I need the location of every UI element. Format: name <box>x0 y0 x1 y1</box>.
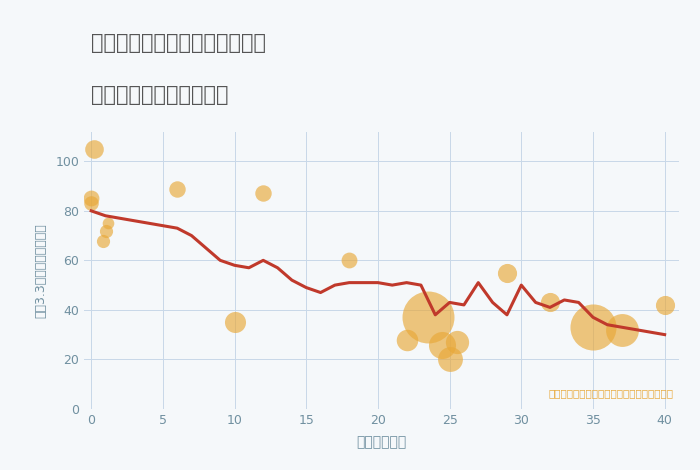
X-axis label: 築年数（年）: 築年数（年） <box>356 435 407 449</box>
Point <box>659 301 671 309</box>
Point <box>172 185 183 192</box>
Text: 築年数別中古戸建て価格: 築年数別中古戸建て価格 <box>91 85 228 105</box>
Point <box>103 219 114 227</box>
Point <box>444 356 455 363</box>
Point <box>501 269 512 276</box>
Text: 円の大きさは、取引のあった物件面積を示す: 円の大きさは、取引のあった物件面積を示す <box>548 388 673 398</box>
Point <box>97 237 108 244</box>
Point <box>344 257 355 264</box>
Point <box>85 200 97 207</box>
Point <box>258 190 269 197</box>
Point <box>452 338 463 346</box>
Point <box>437 341 448 348</box>
Point <box>545 298 556 306</box>
Point <box>229 319 240 326</box>
Text: 愛知県海部郡蟹江町今東郊通の: 愛知県海部郡蟹江町今東郊通の <box>91 33 266 53</box>
Point <box>100 227 111 235</box>
Point <box>423 313 434 321</box>
Point <box>85 195 97 202</box>
Point <box>88 145 99 153</box>
Point <box>401 336 412 343</box>
Point <box>616 326 627 333</box>
Y-axis label: 坪（3.3㎡）単価（万円）: 坪（3.3㎡）単価（万円） <box>34 223 47 318</box>
Point <box>587 323 598 331</box>
